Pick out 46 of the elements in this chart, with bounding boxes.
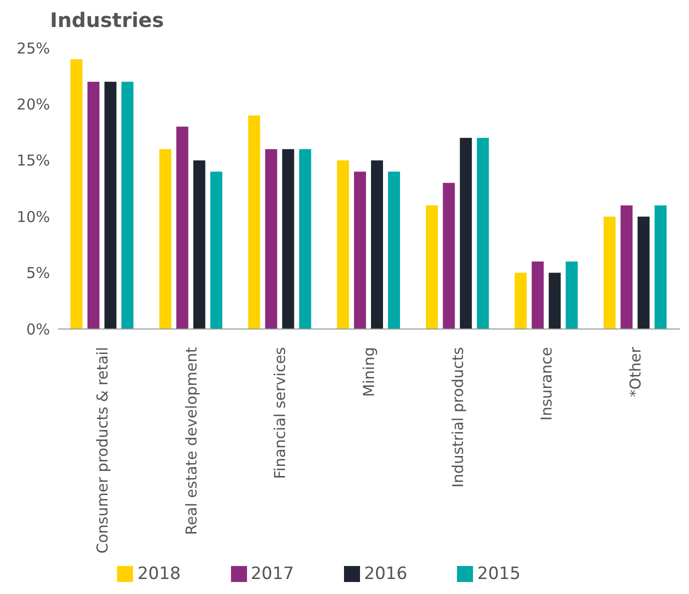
- y-tick-label: 20%: [16, 96, 50, 114]
- bar: [532, 262, 544, 329]
- legend-label: 2015: [477, 564, 521, 584]
- bar: [371, 160, 384, 329]
- bar: [282, 149, 294, 329]
- legend-label: 2018: [137, 564, 181, 584]
- bar: [265, 149, 278, 329]
- x-tick-label: *Other: [626, 346, 645, 398]
- bar: [604, 216, 616, 329]
- bar: [176, 126, 188, 329]
- bar: [354, 172, 366, 329]
- y-tick-label: 5%: [26, 264, 50, 282]
- bar: [87, 82, 100, 329]
- bar: [388, 172, 400, 329]
- y-tick-label: 25%: [16, 39, 50, 58]
- bar: [566, 262, 578, 329]
- chart-title: Industries: [50, 8, 165, 34]
- bar: [193, 160, 206, 329]
- bar: [159, 149, 172, 329]
- y-tick-label: 15%: [16, 152, 50, 170]
- legend-label: 2017: [250, 564, 294, 584]
- bar: [654, 205, 667, 329]
- bar: [620, 205, 633, 329]
- legend-label: 2016: [364, 564, 408, 584]
- x-tick-label: Consumer products & retail: [93, 347, 112, 554]
- bar: [548, 272, 561, 329]
- bar: [248, 115, 260, 329]
- bar: [638, 216, 650, 329]
- bar: [121, 82, 134, 329]
- y-tick-label: 10%: [16, 208, 50, 226]
- bar: [210, 172, 222, 329]
- bar: [104, 82, 116, 329]
- bar: [426, 205, 438, 329]
- x-tick-label: Mining: [360, 347, 378, 397]
- bar: [337, 160, 350, 329]
- y-tick-label: 0%: [26, 320, 50, 338]
- x-tick-label: Financial services: [271, 346, 290, 479]
- x-tick-label: Industrial products: [448, 346, 467, 488]
- bar: [442, 182, 455, 329]
- x-tick-label: Real estate development: [182, 346, 200, 536]
- bar: [299, 149, 312, 329]
- bar: [460, 138, 472, 329]
- bar: [514, 272, 527, 329]
- bar: [70, 59, 82, 329]
- x-tick-label: Insurance: [538, 347, 556, 421]
- bar: [476, 138, 489, 329]
